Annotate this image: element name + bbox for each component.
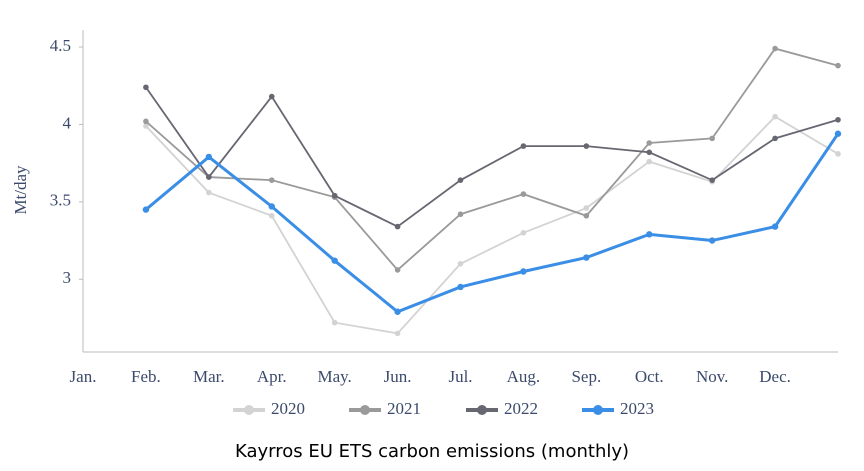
point bbox=[583, 212, 590, 219]
legend-marker bbox=[244, 405, 254, 415]
series-line bbox=[145, 86, 839, 228]
point bbox=[772, 113, 778, 120]
point bbox=[835, 151, 841, 157]
y-axis-label: Mt/day bbox=[11, 165, 30, 215]
point bbox=[457, 283, 464, 291]
legend-label: 2021 bbox=[387, 399, 421, 418]
x-tick-label: Feb. bbox=[131, 367, 161, 386]
legend-label: 2023 bbox=[620, 399, 654, 418]
x-tick-label: Jun. bbox=[384, 367, 412, 386]
series-line bbox=[144, 132, 840, 314]
x-tick-label: Mar. bbox=[193, 367, 225, 386]
legend-marker bbox=[477, 405, 487, 415]
x-tick-label: Apr. bbox=[257, 367, 287, 386]
point bbox=[331, 257, 338, 264]
point bbox=[394, 223, 401, 230]
legend-marker bbox=[593, 405, 603, 415]
legend-label: 2020 bbox=[271, 399, 305, 418]
point bbox=[143, 84, 149, 91]
series-line bbox=[145, 47, 839, 272]
point bbox=[268, 203, 275, 210]
point bbox=[268, 212, 275, 219]
point bbox=[583, 205, 590, 211]
x-tick-label: Dec. bbox=[759, 367, 791, 386]
point bbox=[583, 254, 590, 261]
point bbox=[457, 260, 464, 267]
point bbox=[520, 143, 527, 149]
point bbox=[331, 319, 338, 326]
x-tick-label: Sep. bbox=[571, 367, 601, 386]
point bbox=[646, 158, 653, 165]
point bbox=[520, 191, 527, 197]
point bbox=[772, 135, 778, 142]
caption: Kayrros EU ETS carbon emissions (monthly… bbox=[235, 441, 629, 462]
point bbox=[520, 229, 527, 236]
point bbox=[835, 62, 841, 69]
point bbox=[835, 116, 841, 123]
y-tick-label: 4.5 bbox=[50, 36, 71, 55]
x-tick-label: Jul. bbox=[448, 367, 472, 386]
point bbox=[205, 153, 213, 161]
point bbox=[457, 177, 464, 183]
legend-label: 2022 bbox=[504, 399, 538, 418]
point bbox=[142, 206, 150, 213]
point bbox=[394, 267, 401, 273]
y-tick-label: 3 bbox=[63, 268, 72, 287]
x-tick-label: Aug. bbox=[507, 367, 541, 386]
series-line bbox=[145, 115, 839, 335]
point bbox=[268, 177, 275, 183]
point bbox=[834, 130, 842, 137]
point bbox=[772, 45, 778, 52]
point bbox=[206, 189, 212, 196]
point bbox=[520, 268, 527, 275]
point bbox=[394, 308, 401, 315]
legend-marker bbox=[360, 405, 370, 415]
x-tick-label: Nov. bbox=[696, 367, 728, 386]
x-tick-label: Oct. bbox=[635, 367, 664, 386]
point bbox=[708, 237, 716, 244]
point bbox=[583, 143, 590, 149]
point bbox=[206, 174, 212, 180]
point bbox=[709, 177, 715, 183]
point bbox=[457, 211, 464, 218]
point bbox=[646, 140, 653, 146]
point bbox=[394, 330, 401, 337]
point bbox=[709, 135, 715, 142]
x-tick-label: May. bbox=[318, 367, 352, 386]
y-tick-label: 3.5 bbox=[50, 191, 71, 210]
point bbox=[646, 149, 653, 156]
point bbox=[143, 123, 149, 129]
point bbox=[771, 223, 779, 230]
point bbox=[268, 93, 275, 100]
y-tick-label: 4 bbox=[63, 113, 72, 132]
point bbox=[143, 118, 149, 125]
point bbox=[331, 192, 338, 199]
point bbox=[646, 231, 653, 238]
x-tick-label: Jan. bbox=[70, 367, 97, 386]
